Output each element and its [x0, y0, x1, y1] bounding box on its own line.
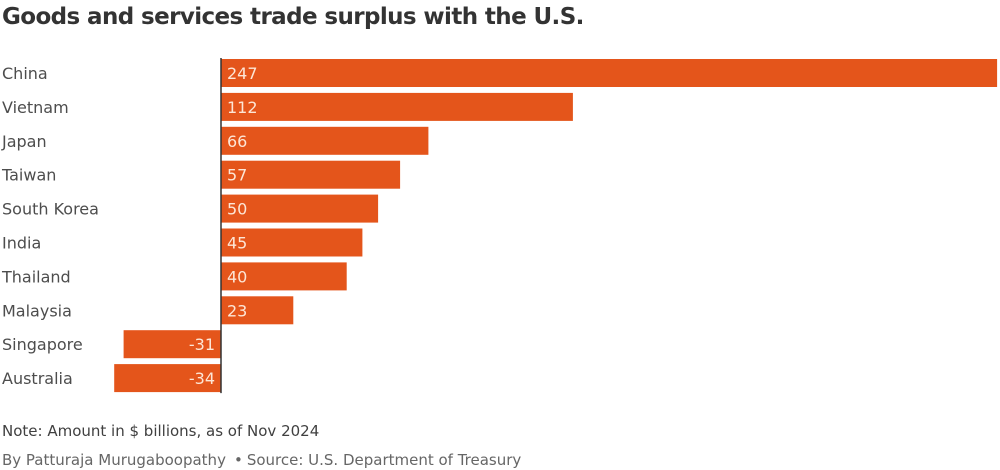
category-label-australia: Australia [2, 369, 73, 388]
value-label-taiwan: 57 [227, 166, 247, 185]
value-label-malaysia: 23 [227, 301, 247, 320]
bar-south-korea [221, 194, 379, 223]
value-label-south-korea: 50 [227, 200, 247, 219]
bar-japan [221, 126, 429, 155]
category-label-malaysia: Malaysia [2, 301, 72, 320]
source-text: Source: U.S. Department of Treasury [246, 451, 522, 469]
value-label-japan: 66 [227, 132, 247, 151]
category-label-thailand: Thailand [1, 267, 71, 286]
category-label-japan: Japan [1, 132, 47, 151]
value-label-vietnam: 112 [227, 98, 258, 117]
bars-layer [114, 59, 998, 393]
bar-india [221, 228, 363, 257]
value-label-india: 45 [227, 234, 247, 253]
byline: By Patturaja Murugaboopathy [2, 451, 226, 469]
category-label-south-korea: South Korea [2, 200, 99, 219]
value-label-china: 247 [227, 64, 258, 83]
category-label-india: India [2, 234, 41, 253]
value-label-australia: -34 [189, 369, 215, 388]
category-label-taiwan: Taiwan [1, 166, 56, 185]
bar-vietnam [221, 92, 573, 121]
bar-taiwan [221, 160, 401, 189]
category-label-singapore: Singapore [2, 335, 83, 354]
category-label-china: China [2, 64, 48, 83]
bar-malaysia [221, 296, 294, 325]
chart-credit: By Patturaja Murugaboopathy • Source: U.S.… [2, 451, 521, 469]
bar-china [221, 59, 998, 87]
bar-singapore [123, 330, 221, 359]
bar-australia [114, 364, 221, 393]
bar-thailand [221, 262, 347, 291]
value-label-thailand: 40 [227, 267, 247, 286]
value-label-singapore: -31 [189, 335, 215, 354]
labels-layer: China 247 Vietnam 112 Japan 66 Taiwan 57 South K… [1, 64, 258, 388]
separator: • [233, 451, 243, 469]
category-label-vietnam: Vietnam [2, 98, 69, 117]
chart-note: Note: Amount in $ billions, as of Nov 20… [2, 422, 320, 440]
bar-chart: China 247 Vietnam 112 Japan 66 Taiwan 57 South K… [1, 58, 998, 394]
chart-title: Goods and services trade surplus with th… [2, 4, 584, 30]
